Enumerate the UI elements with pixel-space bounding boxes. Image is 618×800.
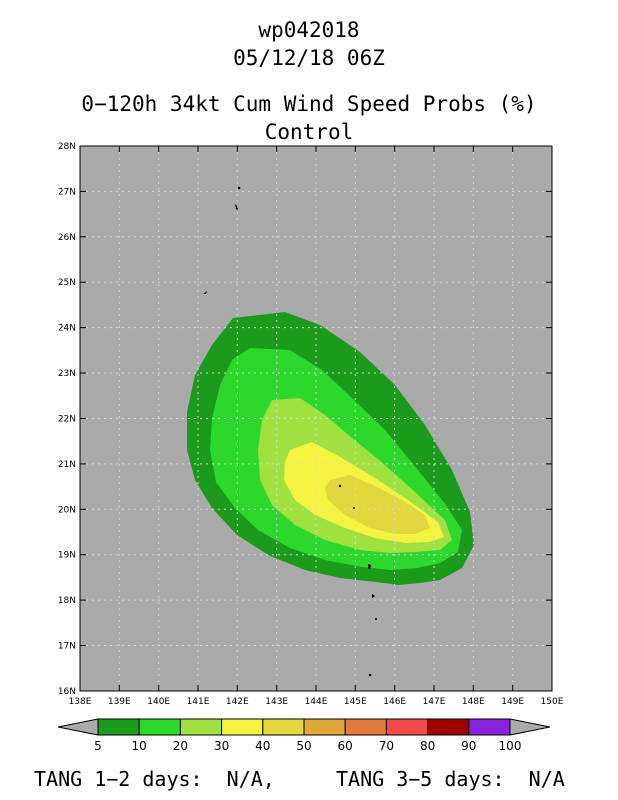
colorbar-swatch: [262, 718, 305, 736]
island: [235, 204, 238, 210]
lat-label: 21N: [58, 460, 76, 470]
lon-label: 149E: [501, 697, 524, 707]
lat-label: 18N: [58, 596, 76, 606]
colorbar-label: 80: [420, 739, 435, 753]
lat-label: 22N: [58, 415, 76, 425]
colorbar-right-arrow: [509, 718, 551, 736]
colorbar-label: 100: [499, 739, 522, 753]
probability-contours: [187, 312, 474, 585]
tang-1-2-days: TANG 1−2 days: N/A,: [34, 767, 275, 791]
island: [203, 291, 207, 294]
colorbar-label: 40: [255, 739, 270, 753]
lon-label: 138E: [69, 697, 92, 707]
colorbar-label: 90: [461, 739, 476, 753]
lon-label: 148E: [462, 697, 485, 707]
colorbar-swatch: [179, 718, 223, 736]
tick-marks: [79, 145, 553, 692]
island: [237, 186, 241, 190]
island: [353, 507, 355, 509]
lat-label: 24N: [58, 324, 76, 334]
colorbar-label: 5: [94, 739, 102, 753]
graticule: [80, 146, 552, 691]
datetime-title: 05/12/18 06Z: [233, 46, 385, 70]
lon-label: 142E: [226, 697, 249, 707]
colorbar-swatch: [97, 718, 140, 736]
lon-label: 147E: [423, 697, 446, 707]
colorbar-swatch: [427, 718, 470, 736]
colorbar-swatch: [468, 718, 511, 736]
lat-label: 17N: [58, 642, 76, 652]
lon-labels: 138E 139E 140E 141E 142E 143E 144E 145E …: [69, 697, 564, 707]
colorbar-swatch: [221, 718, 264, 736]
island: [368, 564, 371, 569]
product-title: 0−120h 34kt Cum Wind Speed Probs (%): [81, 92, 537, 116]
lat-label: 28N: [58, 142, 76, 152]
tang-3-5-days: TANG 3−5 days: N/A: [336, 767, 565, 791]
colorbar-label: 50: [296, 739, 311, 753]
island: [368, 673, 372, 677]
island: [375, 618, 377, 620]
lat-labels: 28N 27N 26N 25N 24N 23N 22N 21N 20N 19N …: [58, 142, 76, 697]
run-title: Control: [264, 120, 354, 144]
colorbar-swatch: [385, 718, 429, 736]
colorbar-left-arrow: [57, 718, 99, 736]
lat-label: 26N: [58, 233, 76, 243]
colorbar: [57, 718, 551, 736]
colorbar-swatch: [303, 718, 346, 736]
lat-label: 16N: [58, 687, 76, 697]
island: [372, 594, 375, 598]
lat-label: 25N: [58, 278, 76, 288]
colorbar-label: 30: [214, 739, 229, 753]
lon-label: 146E: [383, 697, 406, 707]
lat-label: 27N: [58, 187, 76, 197]
colorbar-label: 20: [173, 739, 188, 753]
lon-label: 145E: [344, 697, 367, 707]
lon-label: 141E: [187, 697, 210, 707]
contour-40: [325, 475, 430, 534]
lat-label: 20N: [58, 505, 76, 515]
colorbar-swatch: [138, 718, 181, 736]
lat-label: 19N: [58, 551, 76, 561]
lon-label: 139E: [108, 697, 131, 707]
island: [338, 484, 342, 488]
colorbar-label: 70: [379, 739, 394, 753]
storm-id-title: wp042018: [258, 18, 360, 42]
islands: [203, 186, 377, 677]
colorbar-labels: 5 10 20 30 40 50 60 70 80 90 100: [94, 739, 521, 753]
lon-label: 140E: [147, 697, 170, 707]
colorbar-swatch: [344, 718, 387, 736]
lon-label: 144E: [305, 697, 328, 707]
lat-label: 23N: [58, 369, 76, 379]
lon-label: 143E: [265, 697, 288, 707]
lon-label: 150E: [541, 697, 564, 707]
colorbar-label: 10: [132, 739, 147, 753]
colorbar-label: 60: [338, 739, 353, 753]
